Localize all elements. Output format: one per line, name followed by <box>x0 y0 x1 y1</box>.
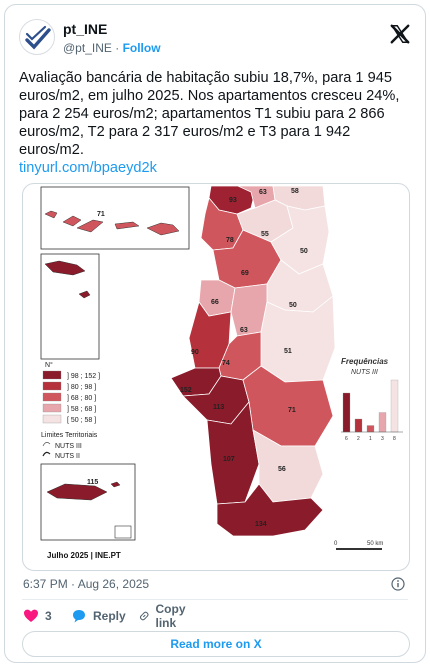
map-image[interactable]: 71 115 93 63 58 78 55 69 50 66 50 63 90 51 74 152 113 7… <box>22 183 410 571</box>
timestamp[interactable]: 6:37 PM · Aug 26, 2025 <box>23 577 150 591</box>
nuts3-label: NUTS III <box>55 443 82 450</box>
follow-button[interactable]: Follow <box>122 41 161 55</box>
legend-swatch <box>42 370 62 380</box>
scale-label: 50 km <box>367 541 383 547</box>
porto-santo-small <box>110 481 121 488</box>
scale-zero-label: 0 <box>334 541 338 547</box>
limits-title: Limites Territoriais <box>41 432 98 439</box>
reply-button[interactable]: Reply <box>71 606 126 626</box>
legend-class-label: ] 58 ; 68 ] <box>67 406 96 413</box>
info-icon[interactable] <box>391 577 405 591</box>
legend-title: N° <box>45 361 53 369</box>
region-value-label: 152 <box>180 387 192 394</box>
reply-label: Reply <box>93 609 126 623</box>
legend-class-label: ] 98 ; 152 ] <box>67 373 100 380</box>
tweet-text-block: Avaliação bancária de habitação subiu 18… <box>19 69 417 177</box>
region-value-label: 69 <box>241 270 249 277</box>
link-icon <box>140 611 149 621</box>
copy-link-button[interactable]: Copy link <box>139 602 191 630</box>
madeira-inset-frame <box>40 463 136 541</box>
madeira-value-label: 115 <box>87 479 98 486</box>
azores-island <box>76 219 104 233</box>
madeira-north-inset-frame <box>40 253 100 360</box>
freq-count-label: 2 <box>357 436 360 442</box>
read-more-button[interactable]: Read more on X <box>22 631 410 657</box>
freq-bar <box>354 418 363 433</box>
freq-count-label: 8 <box>393 436 396 442</box>
porto-santo-island <box>44 260 86 276</box>
freq-count-label: 3 <box>381 436 384 442</box>
like-count: 3 <box>45 609 52 623</box>
handle[interactable]: @pt_INE <box>63 41 112 55</box>
region-shape <box>216 483 324 537</box>
heart-icon <box>24 609 38 622</box>
azores-inset-frame <box>40 186 190 250</box>
region-value-label: 56 <box>278 466 286 473</box>
avatar[interactable] <box>19 19 55 55</box>
azores-value-label: 71 <box>97 211 105 218</box>
region-value-label: 66 <box>211 299 219 306</box>
freq-count-label: 1 <box>369 436 372 442</box>
tweet-body: Avaliação bancária de habitação subiu 18… <box>19 70 400 158</box>
madeira-island <box>46 483 108 501</box>
ine-logo-icon <box>25 25 51 50</box>
freq-subtitle: NUTS III <box>351 369 378 376</box>
region-value-label: 90 <box>191 349 199 356</box>
region-value-label: 50 <box>289 302 297 309</box>
legend-class-label: ] 80 ; 98 ] <box>67 384 96 391</box>
legend-class-label: ] 68 ; 80 ] <box>67 395 96 402</box>
freq-bar <box>366 425 375 433</box>
like-button[interactable]: 3 <box>23 606 52 626</box>
region-value-label: 63 <box>259 189 267 196</box>
copy-link-label: Copy link <box>155 602 186 630</box>
nuts3-line-icon <box>42 442 51 447</box>
scale-bar <box>336 548 382 550</box>
reply-icon <box>73 610 85 623</box>
legend-swatch <box>42 414 62 424</box>
selvagens-inset-frame <box>114 525 132 539</box>
region-value-label: 78 <box>226 237 234 244</box>
map-credit: Julho 2025 | INE.PT <box>47 551 121 560</box>
region-value-label: 93 <box>229 197 237 204</box>
region-value-label: 113 <box>213 404 224 411</box>
separator: · <box>115 41 120 55</box>
tweet-link[interactable]: tinyurl.com/bpaeyd2k <box>19 160 157 176</box>
region-value-label: 55 <box>261 231 269 238</box>
display-name[interactable]: pt_INE <box>63 21 108 37</box>
handle-line: @pt_INE · Follow <box>63 41 161 55</box>
nuts2-line-icon <box>42 451 51 457</box>
freq-bar <box>378 412 387 433</box>
region-value-label: 71 <box>288 407 296 414</box>
legend-swatch <box>42 392 62 402</box>
region-value-label: 74 <box>222 360 230 367</box>
region-value-label: 51 <box>284 348 292 355</box>
legend-swatch <box>42 403 62 413</box>
freq-count-label: 6 <box>345 436 348 442</box>
freq-bar <box>390 379 399 433</box>
azores-island <box>62 215 82 227</box>
freq-title: Frequências <box>341 357 389 366</box>
island <box>78 290 91 299</box>
tweet-card: pt_INE @pt_INE · Follow Avaliação bancár… <box>4 4 426 663</box>
region-value-label: 134 <box>255 521 267 528</box>
azores-island <box>44 210 58 219</box>
region-value-label: 107 <box>223 456 235 463</box>
azores-island <box>146 222 180 236</box>
region-value-label: 50 <box>300 248 308 255</box>
tweet-header: pt_INE @pt_INE · Follow <box>19 19 413 63</box>
azores-island <box>114 221 140 230</box>
nuts2-label: NUTS II <box>55 453 80 460</box>
region-value-label: 58 <box>291 188 299 195</box>
legend-swatch <box>42 381 62 391</box>
freq-bar <box>342 392 351 433</box>
x-logo-icon[interactable] <box>389 23 411 45</box>
region-value-label: 63 <box>240 327 248 334</box>
divider <box>22 599 408 600</box>
legend-class-label: [ 50 ; 58 ] <box>67 417 96 424</box>
